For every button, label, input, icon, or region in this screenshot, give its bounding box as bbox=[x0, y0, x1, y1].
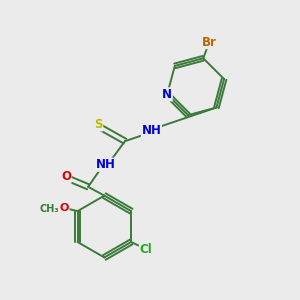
Text: S: S bbox=[94, 118, 103, 131]
Text: O: O bbox=[61, 170, 71, 183]
Text: O: O bbox=[60, 202, 69, 213]
Text: Br: Br bbox=[202, 36, 217, 49]
Text: N: N bbox=[162, 88, 172, 101]
Text: NH: NH bbox=[142, 124, 161, 137]
Text: CH₃: CH₃ bbox=[39, 204, 59, 214]
Text: NH: NH bbox=[96, 158, 116, 171]
Text: Cl: Cl bbox=[140, 243, 152, 256]
